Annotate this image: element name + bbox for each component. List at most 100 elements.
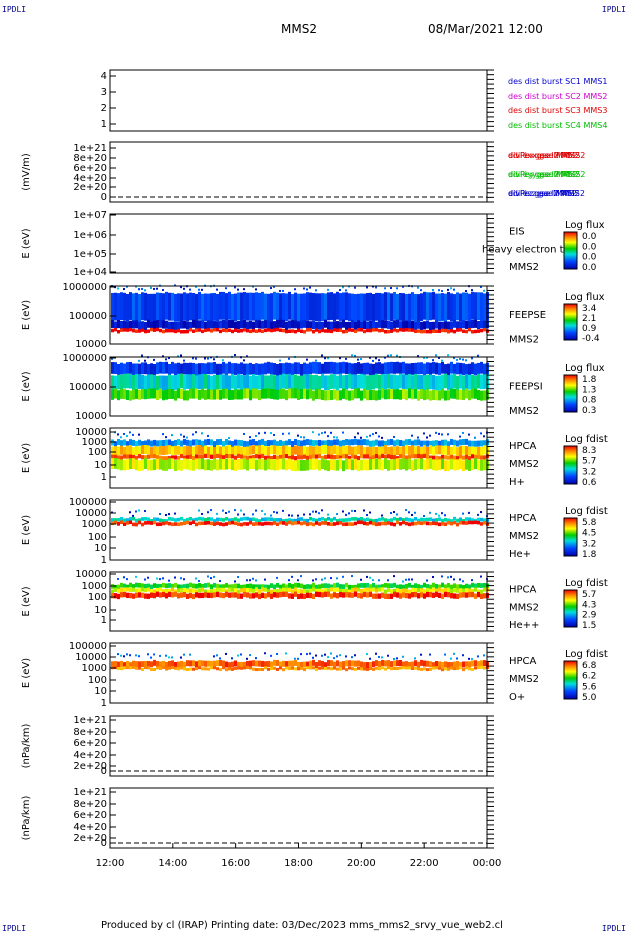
hpca-he-colorbar-tick: 4.5 [582, 529, 596, 539]
feepsi-colorbar-tick: 0.3 [582, 406, 596, 416]
hpca-he-colorbar-tick: 1.8 [582, 550, 597, 560]
divpe-legend-item: divPe x gse MMS2 [508, 151, 580, 160]
divpe-ytick-label: 1e+21 [73, 715, 107, 726]
eis-instrument-label: MMS2 [509, 262, 539, 273]
plot-area: 4 3 2 1 des dist burst SC1 MMS1 des dist burs… [21, 69, 608, 869]
eis-axes-box [109, 213, 488, 274]
hpca-h-instrument-label: H+ [509, 477, 525, 488]
hpca-h-ytick-label: 1 [101, 472, 107, 483]
hpca-hepp-ytick-label: 1000 [82, 581, 107, 592]
hpca-o-axes-box [109, 642, 488, 704]
corner-label-bottom-left: IPDLI [2, 924, 27, 933]
edi-e-ytick-label: 4e+20 [73, 173, 107, 184]
x-tick-label: 22:00 [410, 858, 439, 869]
divpi-ytick-label: 1e+21 [73, 787, 107, 798]
divpi-ylabel: (nPa/km) [21, 796, 32, 841]
hpca-hepp-instrument-label: He++ [509, 620, 539, 631]
divpi-legend-item: divPi y gse MMS2 [508, 170, 577, 179]
edi-e-ytick-label: 6e+20 [73, 163, 107, 174]
divpi-axes-box [109, 787, 488, 849]
hpca-o-instrument-label: HPCA [509, 656, 537, 667]
corner-label-top-right: IPDLI [601, 5, 626, 14]
hpca-h-colorbar-tick: 0.6 [582, 478, 597, 488]
eis-colorbar-title: Log flux [565, 220, 605, 231]
hpca-o-ylabel: E (eV) [21, 658, 32, 688]
edi-e-ytick-label: 8e+20 [73, 153, 107, 164]
spacecraft-title: MMS2 [281, 22, 317, 36]
hpca-h-colorbar [563, 445, 578, 485]
hpca-o-ytick-label: 10 [94, 686, 107, 697]
hpca-h-ytick-label: 10 [94, 460, 107, 471]
x-tick-label: 18:00 [284, 858, 313, 869]
feepsi-colorbar-tick: 1.3 [582, 385, 596, 395]
hpca-hepp-colorbar-title: Log fdist [565, 578, 608, 589]
divpi-ytick-label: 6e+20 [73, 810, 107, 821]
hpca-o-ytick-label: 100 [88, 675, 107, 686]
des-dist-legend-item: des dist burst SC3 MMS3 [508, 106, 607, 115]
hpca-he-ytick-label: 1000 [82, 519, 107, 530]
feepsi-instrument-label: MMS2 [509, 406, 539, 417]
hpca-o-colorbar-tick: 5.0 [582, 693, 597, 703]
hpca-hepp-instrument-label: HPCA [509, 585, 537, 596]
edi-e-legend-item: edi ez gse l2 MMS2 [508, 189, 585, 198]
hpca-o-colorbar [563, 660, 578, 700]
hpca-h-instrument-label: HPCA [509, 441, 537, 452]
hpca-hepp-ytick-label: 10000 [75, 569, 107, 580]
eis-colorbar-tick: 0.0 [582, 253, 597, 263]
feepsi-colorbar-tick: 1.8 [582, 375, 597, 385]
des-dist-ytick-label: 2 [101, 103, 107, 114]
feepsi-spectrogram [111, 354, 489, 401]
divpe-ytick-label: 4e+20 [73, 750, 107, 761]
divpe-axes-box [109, 715, 488, 777]
edi-e-ytick-label: 1e+21 [73, 143, 107, 154]
hpca-he-colorbar-tick: 3.2 [582, 539, 596, 549]
hpca-hepp-ytick-label: 100 [88, 592, 107, 603]
eis-ytick-label: 1e+07 [73, 210, 107, 221]
feepsi-colorbar [563, 374, 578, 413]
eis-colorbar-tick: 0.0 [582, 263, 597, 273]
divpi-ytick-label: 0 [101, 838, 107, 849]
hpca-h-ytick-label: 1000 [82, 437, 107, 448]
x-tick-label: 16:00 [221, 858, 250, 869]
hpca-he-ytick-label: 100 [88, 532, 107, 543]
feepse-colorbar-tick: -0.4 [582, 334, 600, 344]
footer-text: Produced by cl (IRAP) Printing date: 03/… [101, 920, 503, 931]
hpca-hepp-ylabel: E (eV) [21, 586, 32, 616]
hpca-hepp-colorbar-tick: 5.7 [582, 590, 596, 600]
divpe-ylabel: (nPa/km) [21, 724, 32, 769]
feepsi-colorbar-tick: 0.8 [582, 396, 597, 406]
eis-instrument-label: EIS [509, 227, 525, 238]
hpca-h-ytick-label: 100 [88, 447, 107, 458]
edi-e-legend-item: edi ex gse l2 MMS2 [508, 151, 585, 160]
divpe-ytick-label: 8e+20 [73, 727, 107, 738]
feepsi-ylabel: E (eV) [21, 371, 32, 401]
feepse-colorbar-tick: 3.4 [582, 304, 597, 314]
divpe-ytick-label: 2e+20 [73, 761, 107, 772]
feepsi-ytick-label: 10000 [75, 411, 107, 422]
hpca-o-colorbar-title: Log fdist [565, 649, 608, 660]
eis-colorbar-tick: 0.0 [582, 232, 597, 242]
hpca-h-ylabel: E (eV) [21, 443, 32, 473]
feepse-instrument-label: FEEPSE [509, 310, 546, 321]
hpca-he-spectrogram [111, 509, 489, 527]
edi-e-ytick-label: 2e+20 [73, 182, 107, 193]
date-title: 08/Mar/2021 12:00 [428, 22, 543, 36]
edi-e-legend-item: edi ey gse l2 MMS2 [508, 170, 586, 179]
hpca-he-instrument-label: He+ [509, 549, 531, 560]
feepse-colorbar [563, 303, 578, 341]
hpca-o-colorbar-tick: 5.6 [582, 682, 597, 692]
feepsi-ytick-label: 100000 [69, 382, 107, 393]
feepse-axes-box [109, 285, 488, 345]
des-dist-ytick-label: 4 [101, 71, 107, 82]
edi-e-ytick-label: 0 [101, 192, 107, 203]
hpca-hepp-colorbar [563, 589, 578, 628]
eis-ytick-label: 1e+05 [73, 249, 107, 260]
feepse-colorbar-title: Log flux [565, 292, 605, 303]
hpca-o-instrument-label: MMS2 [509, 674, 539, 685]
hpca-hepp-colorbar-tick: 4.3 [582, 600, 596, 610]
hpca-he-ylabel: E (eV) [21, 515, 32, 545]
feepse-instrument-label: MMS2 [509, 334, 539, 345]
feepse-ytick-label: 10000 [75, 339, 107, 350]
feepsi-ytick-label: 1000000 [62, 353, 107, 364]
hpca-hepp-instrument-label: MMS2 [509, 602, 539, 613]
